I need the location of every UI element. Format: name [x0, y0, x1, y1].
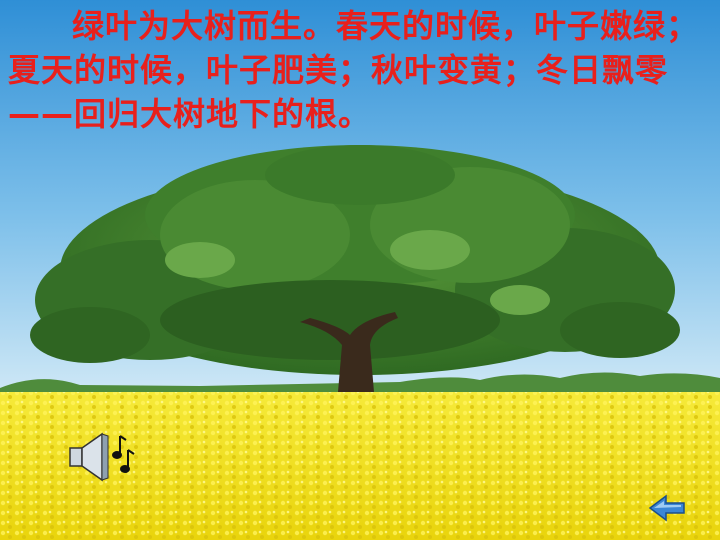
back-arrow-icon[interactable]: [648, 494, 686, 522]
tree-canopy: [30, 145, 680, 375]
slide-caption: 绿叶为大树而生。春天的时候，叶子嫩绿；夏天的时候，叶子肥美；秋叶变黄；冬日飘零—…: [8, 7, 700, 133]
speaker-with-music-notes-icon[interactable]: [68, 428, 136, 486]
